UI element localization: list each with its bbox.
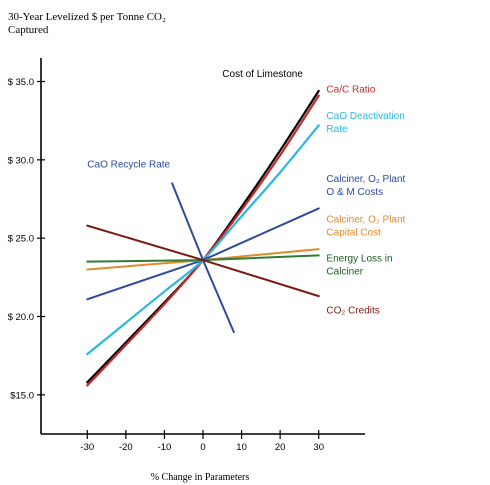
y-axis-title-line2: Captured bbox=[8, 24, 49, 36]
series-lines bbox=[86, 89, 320, 387]
series-line bbox=[86, 94, 320, 387]
x-axis-title: % Change in Parameters bbox=[151, 472, 250, 483]
y-tick-label: $ 20.0 bbox=[8, 312, 34, 323]
x-tick-label: 20 bbox=[275, 442, 286, 453]
x-tick-label: 0 bbox=[200, 442, 205, 453]
y-axis-title-line1: 30-Year Levelized $ per Tonne CO₂ bbox=[8, 11, 166, 23]
y-tick-label: $15.0 bbox=[10, 390, 34, 401]
series-label: Calciner, O₂ Plant Capital Cost bbox=[326, 215, 405, 239]
axes: $15.0 $ 20.0 $ 25.0 $ 30.0 $ 35.0 -30 -20 -10 0 1… bbox=[8, 58, 365, 453]
x-tick-label: 10 bbox=[236, 442, 247, 453]
x-tick-label: -10 bbox=[158, 442, 172, 453]
series-labels: Cost of Limestone Ca/C Ratio CaO Deactivat… bbox=[87, 69, 405, 317]
series-label: CaO Recycle Rate bbox=[87, 160, 170, 171]
y-tick-label: $ 35.0 bbox=[8, 77, 34, 88]
x-tick-label: -30 bbox=[80, 442, 94, 453]
series-line bbox=[86, 124, 320, 356]
x-tick-label: 30 bbox=[313, 442, 324, 453]
series-label: Calciner, O₂ Plant O & M Costs bbox=[326, 174, 405, 198]
series-label: Ca/C Ratio bbox=[326, 84, 375, 95]
series-label: CO₂ Credits bbox=[326, 305, 379, 316]
series-line bbox=[86, 224, 320, 298]
y-tick-label: $ 30.0 bbox=[8, 155, 34, 166]
series-label: CaO Deactivation Rate bbox=[326, 111, 404, 135]
x-tick-label: -20 bbox=[119, 442, 133, 453]
y-tick-label: $ 25.0 bbox=[8, 234, 34, 245]
series-label: Cost of Limestone bbox=[222, 69, 303, 80]
series-label: Energy Loss in Calciner bbox=[326, 254, 392, 278]
